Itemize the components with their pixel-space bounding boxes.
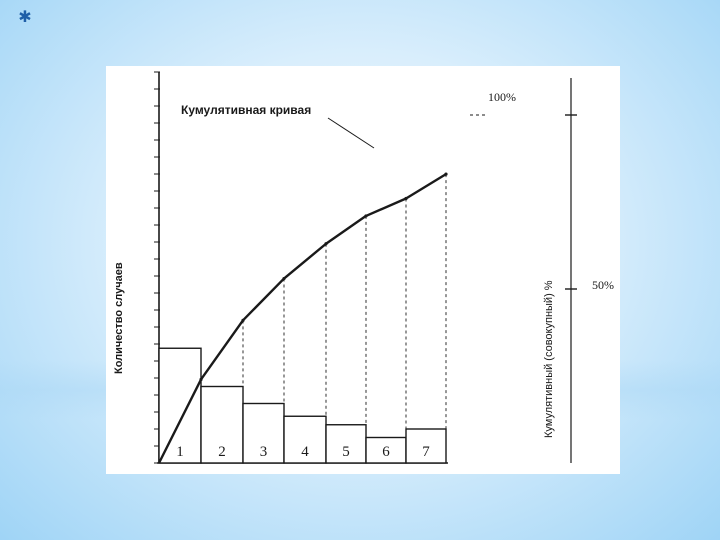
category-label-7: 7 [422, 444, 430, 460]
bar-3 [242, 402, 285, 464]
cumulative-point-7 [444, 172, 448, 176]
cumulative-point-4 [324, 242, 328, 246]
category-label-6: 6 [382, 444, 390, 460]
left-axis-label: Количество случаев [113, 262, 125, 374]
category-label-4: 4 [301, 444, 309, 460]
category-label-3: 3 [260, 444, 268, 460]
cumulative-point-2 [241, 318, 245, 322]
right-axis-label: Кумулятивный (совокупный) % [543, 280, 555, 438]
right-tick-label-100: 100% [488, 90, 516, 104]
cumulative-point-1 [199, 377, 203, 382]
cumulative-point-6 [404, 196, 408, 201]
bar-7 [405, 428, 447, 464]
cumulative-curve-group [157, 117, 448, 464]
category-label-2: 2 [218, 444, 226, 460]
chart-labels: Кумулятивная кривая 100% 50% Количество … [113, 90, 614, 438]
curve-label-leader [327, 117, 375, 149]
pareto-chart: 1 2 3 4 5 6 7 Кумулятивная кривая 100% 50% Кол… [113, 71, 614, 464]
chart-card: 1 2 3 4 5 6 7 Кумулятивная кривая 100% 50% Кол… [106, 66, 620, 474]
bars-group: 1 2 3 4 5 6 7 [158, 347, 447, 464]
cumulative-drop-lines [200, 174, 447, 463]
cumulative-curve [157, 173, 447, 464]
cumulative-curve-label: Кумулятивная кривая [181, 103, 311, 117]
cumulative-point-3 [282, 276, 286, 281]
category-label-1: 1 [176, 444, 184, 460]
cumulative-point-5 [364, 214, 368, 218]
right-tick-label-50: 50% [592, 278, 614, 292]
category-label-5: 5 [342, 444, 350, 460]
star-icon: ✱ [18, 7, 32, 26]
